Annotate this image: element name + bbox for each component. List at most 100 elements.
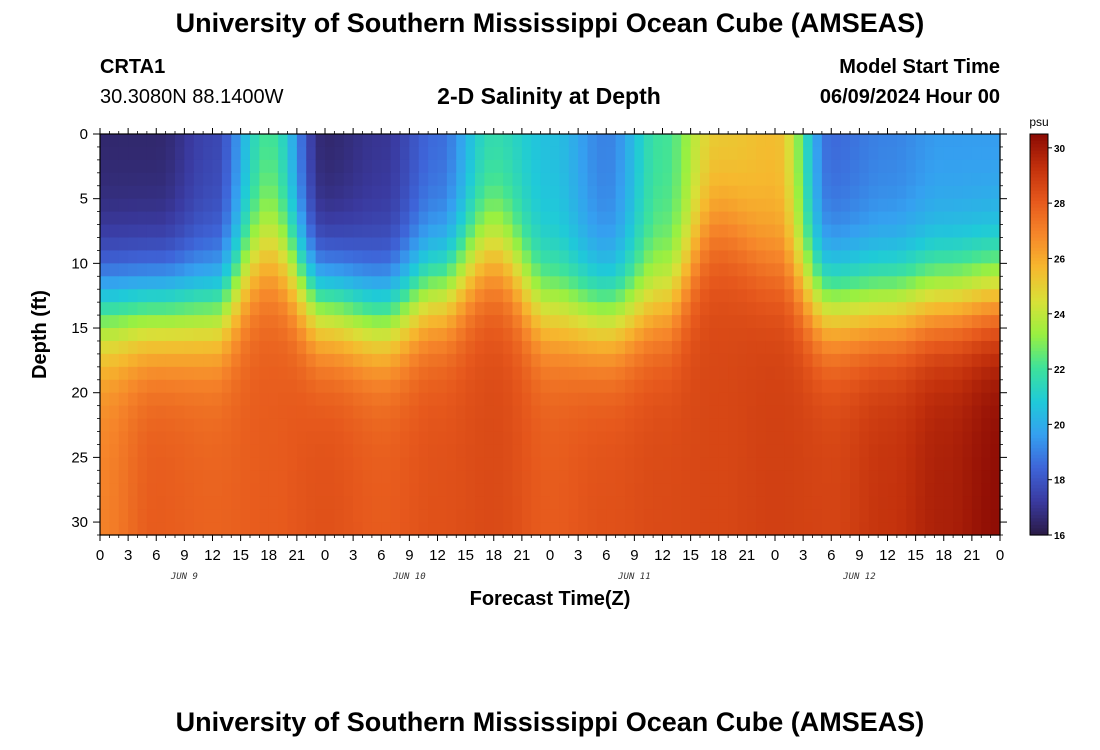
- heatmap-cell: [306, 263, 317, 277]
- heatmap-cell: [250, 340, 260, 355]
- heatmap-cell: [643, 483, 654, 497]
- heatmap-cell: [409, 353, 420, 368]
- heatmap-cell: [756, 522, 767, 536]
- colorbar-swatch: [1030, 451, 1048, 456]
- colorbar-swatch: [1030, 448, 1048, 453]
- heatmap-cell: [484, 237, 495, 252]
- heatmap-cell: [915, 522, 926, 536]
- heatmap-cell: [550, 431, 560, 446]
- heatmap-cell: [653, 224, 664, 239]
- heatmap-cell: [596, 483, 607, 497]
- heatmap-cell: [184, 302, 195, 316]
- heatmap-cell: [728, 263, 739, 277]
- heatmap-cell: [493, 146, 504, 161]
- heatmap-cell: [953, 483, 964, 497]
- heatmap-cell: [137, 522, 148, 536]
- heatmap-cell: [578, 392, 589, 407]
- heatmap-cell: [475, 159, 485, 174]
- heatmap-cell: [493, 328, 504, 342]
- heatmap-cell: [812, 211, 823, 226]
- heatmap-cell: [512, 405, 523, 420]
- heatmap-cell: [334, 263, 345, 277]
- heatmap-cell: [718, 159, 729, 174]
- heatmap-cell: [915, 263, 926, 277]
- heatmap-cell: [821, 431, 832, 446]
- heatmap-cell: [343, 172, 354, 187]
- heatmap-cell: [118, 431, 129, 446]
- heatmap-cell: [287, 328, 298, 342]
- heatmap-cell: [240, 353, 251, 368]
- heatmap-cell: [362, 172, 373, 187]
- heatmap-cell: [784, 470, 795, 484]
- heatmap-cell: [175, 496, 185, 510]
- heatmap-cell: [671, 159, 682, 174]
- heatmap-cell: [653, 522, 664, 536]
- heatmap-cell: [193, 134, 204, 148]
- heatmap-cell: [765, 379, 776, 394]
- heatmap-cell: [831, 172, 842, 187]
- heatmap-cell: [465, 134, 476, 148]
- heatmap-cell: [268, 211, 279, 226]
- heatmap-cell: [137, 134, 148, 148]
- x-tick-label: 9: [180, 547, 188, 564]
- heatmap-cell: [887, 315, 898, 329]
- heatmap-cell: [381, 328, 392, 342]
- heatmap-cell: [850, 431, 860, 446]
- heatmap-cell: [465, 276, 476, 290]
- heatmap-cell: [971, 340, 982, 355]
- x-tick-label: 12: [204, 547, 221, 564]
- heatmap-cell: [671, 185, 682, 200]
- heatmap-cell: [165, 340, 176, 355]
- heatmap-cell: [550, 211, 560, 226]
- heatmap-cell: [381, 496, 392, 510]
- heatmap-cell: [943, 263, 954, 277]
- heatmap-cell: [793, 431, 804, 446]
- heatmap-cell: [681, 509, 692, 523]
- heatmap-cell: [484, 250, 495, 264]
- heatmap-cell: [184, 522, 195, 536]
- heatmap-cell: [540, 146, 551, 161]
- heatmap-cell: [296, 237, 307, 252]
- heatmap-cell: [400, 134, 410, 148]
- heatmap-cell: [128, 418, 139, 433]
- heatmap-cell: [943, 457, 954, 471]
- heatmap-cell: [428, 159, 439, 174]
- heatmap-cell: [550, 159, 560, 174]
- heatmap-cell: [521, 470, 532, 484]
- heatmap-cell: [362, 444, 373, 458]
- heatmap-cell: [221, 353, 232, 368]
- heatmap-cell: [250, 444, 260, 458]
- heatmap-cell: [681, 263, 692, 277]
- heatmap-cell: [868, 392, 879, 407]
- colorbar-swatch: [1030, 301, 1048, 306]
- heatmap-cell: [625, 392, 635, 407]
- heatmap-cell: [971, 289, 982, 303]
- heatmap-cell: [100, 457, 110, 471]
- heatmap-cell: [456, 250, 467, 264]
- heatmap-cell: [737, 392, 748, 407]
- heatmap-cell: [568, 418, 579, 433]
- heatmap-cell: [690, 405, 701, 420]
- heatmap-cell: [850, 211, 860, 226]
- heatmap-cell: [315, 522, 326, 536]
- heatmap-cell: [887, 289, 898, 303]
- y-tick-label: 5: [80, 191, 88, 208]
- heatmap-cell: [381, 159, 392, 174]
- colorbar-swatch: [1030, 444, 1048, 449]
- heatmap-cell: [428, 276, 439, 290]
- x-tick-label: 6: [377, 547, 385, 564]
- colorbar-swatch: [1030, 271, 1048, 275]
- heatmap-cell: [653, 470, 664, 484]
- heatmap-cell: [953, 276, 964, 290]
- heatmap-cell: [859, 134, 870, 148]
- heatmap-cell: [690, 276, 701, 290]
- heatmap-cell: [718, 198, 729, 213]
- heatmap-cell: [934, 172, 945, 187]
- heatmap-cell: [990, 198, 1001, 213]
- heatmap-cell: [596, 289, 607, 303]
- heatmap-cell: [175, 392, 185, 407]
- heatmap-cell: [990, 509, 1001, 523]
- heatmap-cell: [634, 418, 645, 433]
- heatmap-cell: [746, 263, 757, 277]
- heatmap-cell: [175, 224, 185, 239]
